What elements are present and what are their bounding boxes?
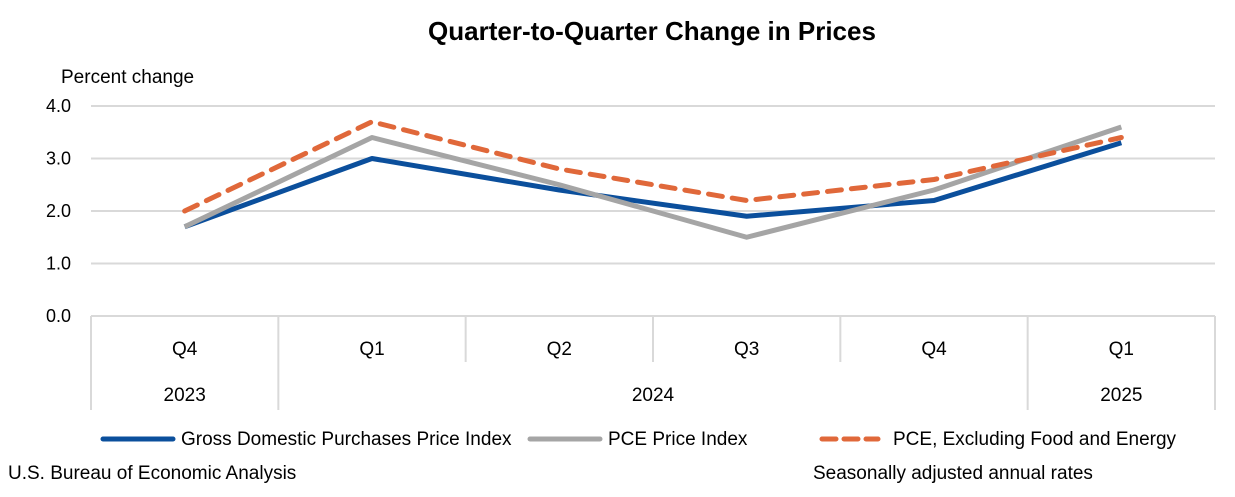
series-line-3: [182, 119, 1124, 214]
x-tick-label: Q1: [359, 339, 384, 360]
chart-title: Quarter-to-Quarter Change in Prices: [428, 16, 876, 46]
year-label: 2025: [1100, 385, 1142, 406]
x-tick-label: Q1: [1109, 339, 1134, 360]
x-tick-label: Q4: [921, 339, 947, 360]
legend-label: Gross Domestic Purchases Price Index: [181, 429, 512, 450]
y-tick-label: 4.0: [46, 96, 71, 116]
y-axis-label: Percent change: [61, 67, 194, 88]
source-note: U.S. Bureau of Economic Analysis: [8, 463, 296, 484]
rate-note: Seasonally adjusted annual rates: [813, 463, 1093, 484]
series-line-2: [183, 124, 1123, 240]
x-tick-label: Q4: [172, 339, 198, 360]
y-tick-label: 1.0: [46, 254, 71, 274]
y-tick-label: 2.0: [46, 201, 71, 221]
year-label: 2023: [164, 385, 206, 406]
legend-label: PCE Price Index: [608, 429, 748, 450]
x-axis: Q4 Q1 Q2 Q3 Q4 Q1 2023 2024 2025: [90, 315, 1216, 410]
y-tick-label: 0.0: [46, 306, 71, 326]
legend-label: PCE, Excluding Food and Energy: [893, 429, 1177, 450]
x-tick-label: Q2: [547, 339, 572, 360]
x-tick-label: Q3: [734, 339, 759, 360]
legend: Gross Domestic Purchases Price Index PCE …: [100, 429, 1177, 450]
gridlines: [91, 105, 1215, 265]
series-line-1: [183, 140, 1123, 230]
series-lines: [182, 119, 1124, 240]
y-axis-ticks: 0.0 1.0 2.0 3.0 4.0: [46, 96, 71, 326]
y-tick-label: 3.0: [46, 149, 71, 169]
year-label: 2024: [632, 385, 675, 406]
